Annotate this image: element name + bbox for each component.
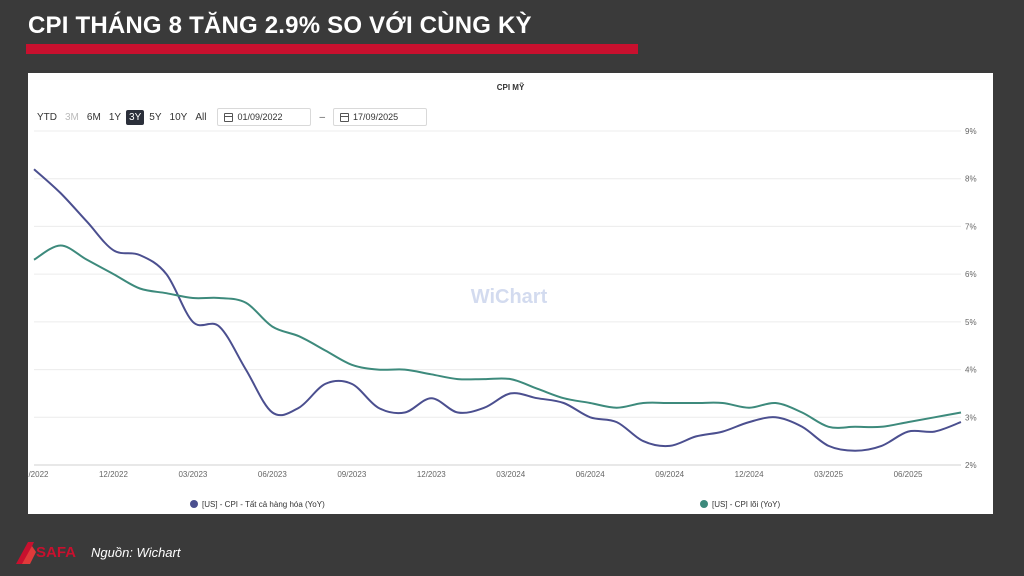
y-tick-label: 9% [965,127,977,136]
x-tick-label: 03/2023 [178,470,207,479]
range-button-6m[interactable]: 6M [86,111,101,123]
logo-text: SAFA [36,544,76,561]
x-tick-label: 12/2022 [99,470,128,479]
legend-marker [700,500,708,508]
watermark: WiChart [471,286,548,308]
headline-underline [26,44,638,54]
x-tick-label: 09/2022 [28,470,49,479]
range-button-3m[interactable]: 3M [65,111,79,123]
date-to-value: 17/09/2025 [353,112,399,122]
x-tick-label: 03/2025 [814,470,843,479]
x-tick-label: 09/2024 [655,470,684,479]
calendar-icon [340,112,350,122]
range-button-3y[interactable]: 3Y [126,109,145,125]
date-to-input[interactable]: 17/09/2025 [333,108,428,126]
series-line-core [33,244,962,429]
date-separator: – [319,111,326,123]
x-tick-label: 12/2023 [417,470,446,479]
range-selector: YTD 3M 6M 1Y 3Y 5Y 10Y All 01/09/2022 – … [34,108,428,126]
headline: CPI THÁNG 8 TĂNG 2.9% SO VỚI CÙNG KỲ [28,12,532,39]
y-tick-label: 5% [965,318,977,327]
y-tick-label: 3% [965,413,977,422]
range-button-10y[interactable]: 10Y [169,111,188,123]
range-button-ytd[interactable]: YTD [37,111,57,123]
x-tick-label: 03/2024 [496,470,525,479]
line-chart: 9% 8% 7% 6% 5% 4% 3% 2% 09/2022 12/2022 03/2023 06/… [28,127,977,509]
date-from-value: 01/09/2022 [237,112,283,122]
legend-marker [190,500,198,508]
calendar-icon [224,112,234,122]
chart-title: CPI MỸ [496,83,525,92]
chart-panel: CPI MỸ YTD 3M 6M 1Y 3Y 5Y 10Y All 01/09/… [28,73,993,514]
y-tick-label: 7% [965,222,977,231]
range-button-5y[interactable]: 5Y [149,111,162,123]
x-tick-label: 06/2024 [576,470,605,479]
range-button-all[interactable]: All [195,111,207,123]
y-tick-label: 2% [965,461,977,470]
date-from-input[interactable]: 01/09/2022 [217,108,312,126]
source-note: Nguồn: Wichart [91,545,181,560]
range-button-1y[interactable]: 1Y [108,111,122,123]
y-tick-label: 6% [965,270,977,279]
x-tick-label: 06/2025 [894,470,923,479]
y-tick-label: 8% [965,175,977,184]
series-line-all-items [33,168,962,452]
x-tick-label: 06/2023 [258,470,287,479]
legend-label: [US] - CPI - Tất cả hàng hóa (YoY) [202,500,325,509]
y-tick-label: 4% [965,366,977,375]
x-tick-label: 12/2024 [735,470,764,479]
x-tick-label: 09/2023 [337,470,366,479]
legend-label: [US] - CPI lõi (YoY) [712,500,781,509]
safa-logo: SAFA [14,538,84,571]
